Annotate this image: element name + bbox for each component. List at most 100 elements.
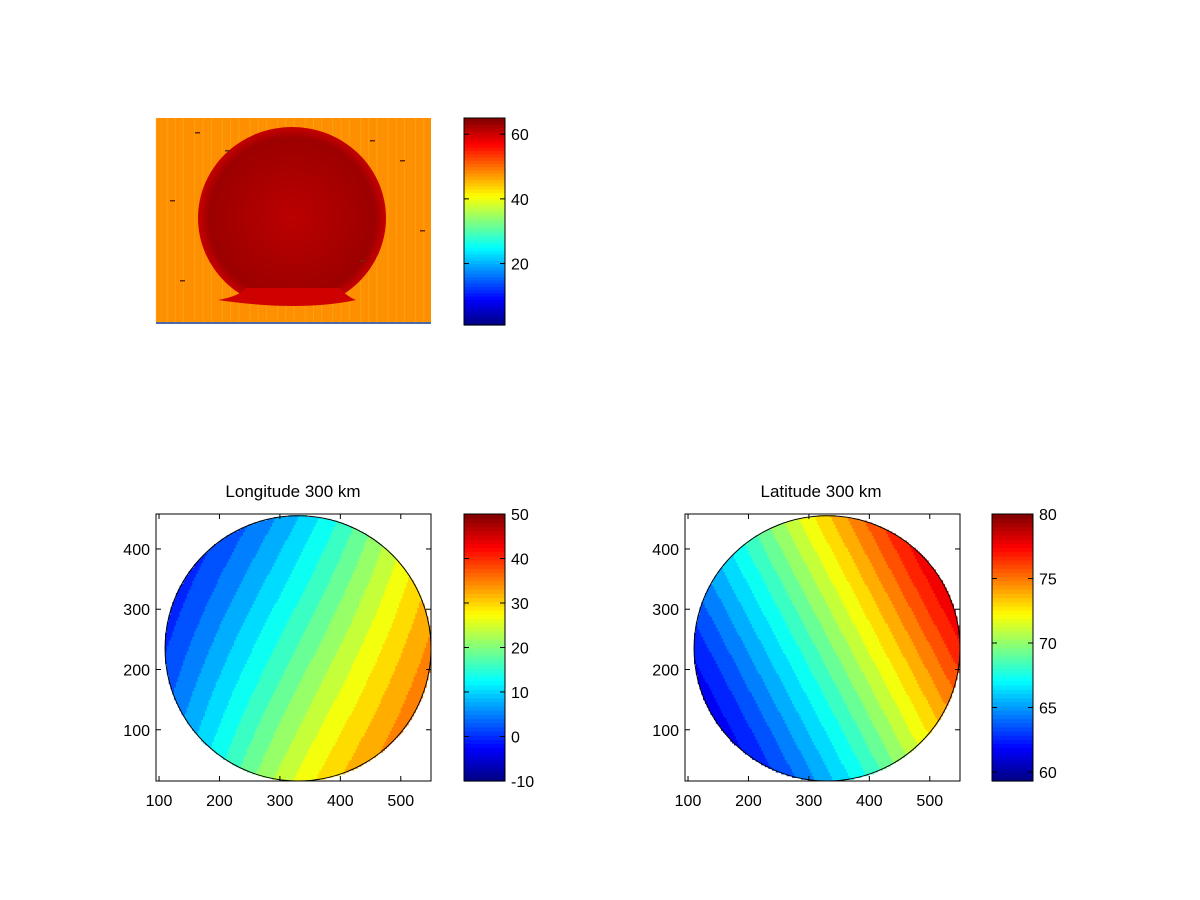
lon-field-cell [192, 712, 195, 715]
lon-field-cell [197, 699, 201, 702]
lon-field-cell [170, 668, 173, 672]
lon-field-cell [195, 676, 199, 679]
lon-field-cell [168, 659, 172, 663]
lon-field-cell [177, 627, 181, 630]
lon-field-cell [197, 677, 201, 681]
lon-field-cell [175, 632, 179, 636]
lon-field-cell [192, 567, 195, 570]
lon-field-cell [183, 697, 186, 701]
lon-field-cell [186, 694, 190, 697]
image-colorbar-swatch [464, 192, 505, 197]
lon-field-cell [175, 663, 179, 666]
lon-field-cell [194, 661, 197, 665]
lon-field-cell [190, 692, 193, 695]
lon-field-cell [186, 580, 190, 583]
lon-field-cell [194, 620, 197, 623]
lon-field-cell [177, 659, 181, 663]
lon-field-cell [186, 687, 190, 690]
image-colorbar-swatch [464, 279, 505, 284]
lon-field-cell [192, 656, 195, 659]
lon-field-cell [175, 697, 179, 701]
lon-field-cell [172, 665, 175, 668]
lon-field-cell [197, 688, 201, 692]
lon-field-cell [194, 730, 197, 733]
lon-field-cell [190, 645, 193, 648]
lon-field-cell [190, 594, 193, 598]
lon-field-cell [181, 602, 184, 605]
lon-field-cell [190, 703, 193, 706]
lon-field-cell [185, 708, 188, 712]
lon-field-cell [168, 676, 172, 679]
lon-field-cell [172, 616, 175, 619]
lon-field-cell [179, 621, 182, 625]
image-colorbar-swatch [464, 221, 505, 226]
lon-field-cell [168, 632, 172, 636]
lon-field-cell [185, 641, 188, 645]
lon-field-cell [195, 589, 199, 592]
lon-field-cell [168, 677, 172, 681]
lon-field-cell [192, 574, 195, 578]
lon-field-cell [170, 620, 173, 623]
lon-field-cell [188, 685, 191, 688]
lon-field-cell [192, 661, 195, 665]
lon-field-cell [177, 594, 181, 598]
lon-field-cell [192, 643, 195, 646]
lon-field-cell [186, 589, 190, 592]
lon-field-cell [174, 668, 177, 672]
lon-field-cell [188, 589, 191, 592]
lon-field-cell [192, 641, 195, 645]
lon-field-cell [186, 714, 190, 717]
lon-field-cell [194, 603, 197, 607]
lon-field-cell [185, 636, 188, 639]
lon-field-cell [192, 677, 195, 681]
lon-field-cell [181, 627, 184, 630]
lon-field-cell [194, 687, 197, 690]
image-colorbar-swatch [464, 263, 505, 268]
lon-field-cell [183, 696, 186, 699]
lon-field-cell [179, 679, 182, 683]
lon-field-cell [185, 663, 188, 666]
lon-field-cell [172, 649, 175, 652]
lon-field-cell [174, 667, 177, 670]
lon-field-cell [192, 649, 195, 652]
lon-field-cell [185, 699, 188, 702]
longitude-title: Longitude 300 km [225, 482, 360, 501]
lon-field-cell [172, 690, 175, 693]
lon-field-cell [194, 574, 197, 578]
lon-field-cell [197, 614, 201, 618]
image-colorbar-swatch [464, 315, 505, 320]
lon-field-cell [186, 706, 190, 710]
lon-field-cell [179, 591, 182, 594]
lon-field-cell [179, 636, 182, 639]
lon-field-cell [166, 659, 170, 663]
image-colorbar-swatch [464, 276, 505, 281]
lon-field-cell [165, 645, 168, 648]
lon-field-cell [197, 620, 201, 623]
lon-field-cell [188, 602, 191, 605]
lon-field-cell [181, 681, 184, 684]
lon-field-cell [179, 596, 182, 599]
lon-field-cell [197, 576, 201, 580]
lon-field-cell [192, 634, 195, 637]
panel-longitude: Longitude 300 km 100 200 300 400 50010020030… [123, 482, 534, 810]
lon-field-cell [166, 661, 170, 665]
lon-field-cell [195, 699, 199, 702]
lon-field-cell [192, 621, 195, 625]
lon-field-cell [183, 589, 186, 592]
lon-field-cell [197, 705, 201, 708]
lon-field-cell [175, 683, 179, 686]
lon-field-cell [170, 614, 173, 618]
lon-field-cell [192, 683, 195, 686]
lon-field-cell [181, 683, 184, 686]
lon-field-cell [188, 621, 191, 625]
lon-field-cell [194, 715, 197, 719]
lon-field-cell [195, 670, 199, 674]
lon-field-cell [183, 663, 186, 666]
lon-field-cell [197, 605, 201, 608]
lon-field-cell [194, 676, 197, 679]
lon-field-cell [181, 629, 184, 632]
lon-field-cell [168, 674, 172, 677]
lon-field-cell [192, 714, 195, 717]
lon-field-cell [192, 618, 195, 621]
image-colorbar-swatch [464, 234, 505, 239]
